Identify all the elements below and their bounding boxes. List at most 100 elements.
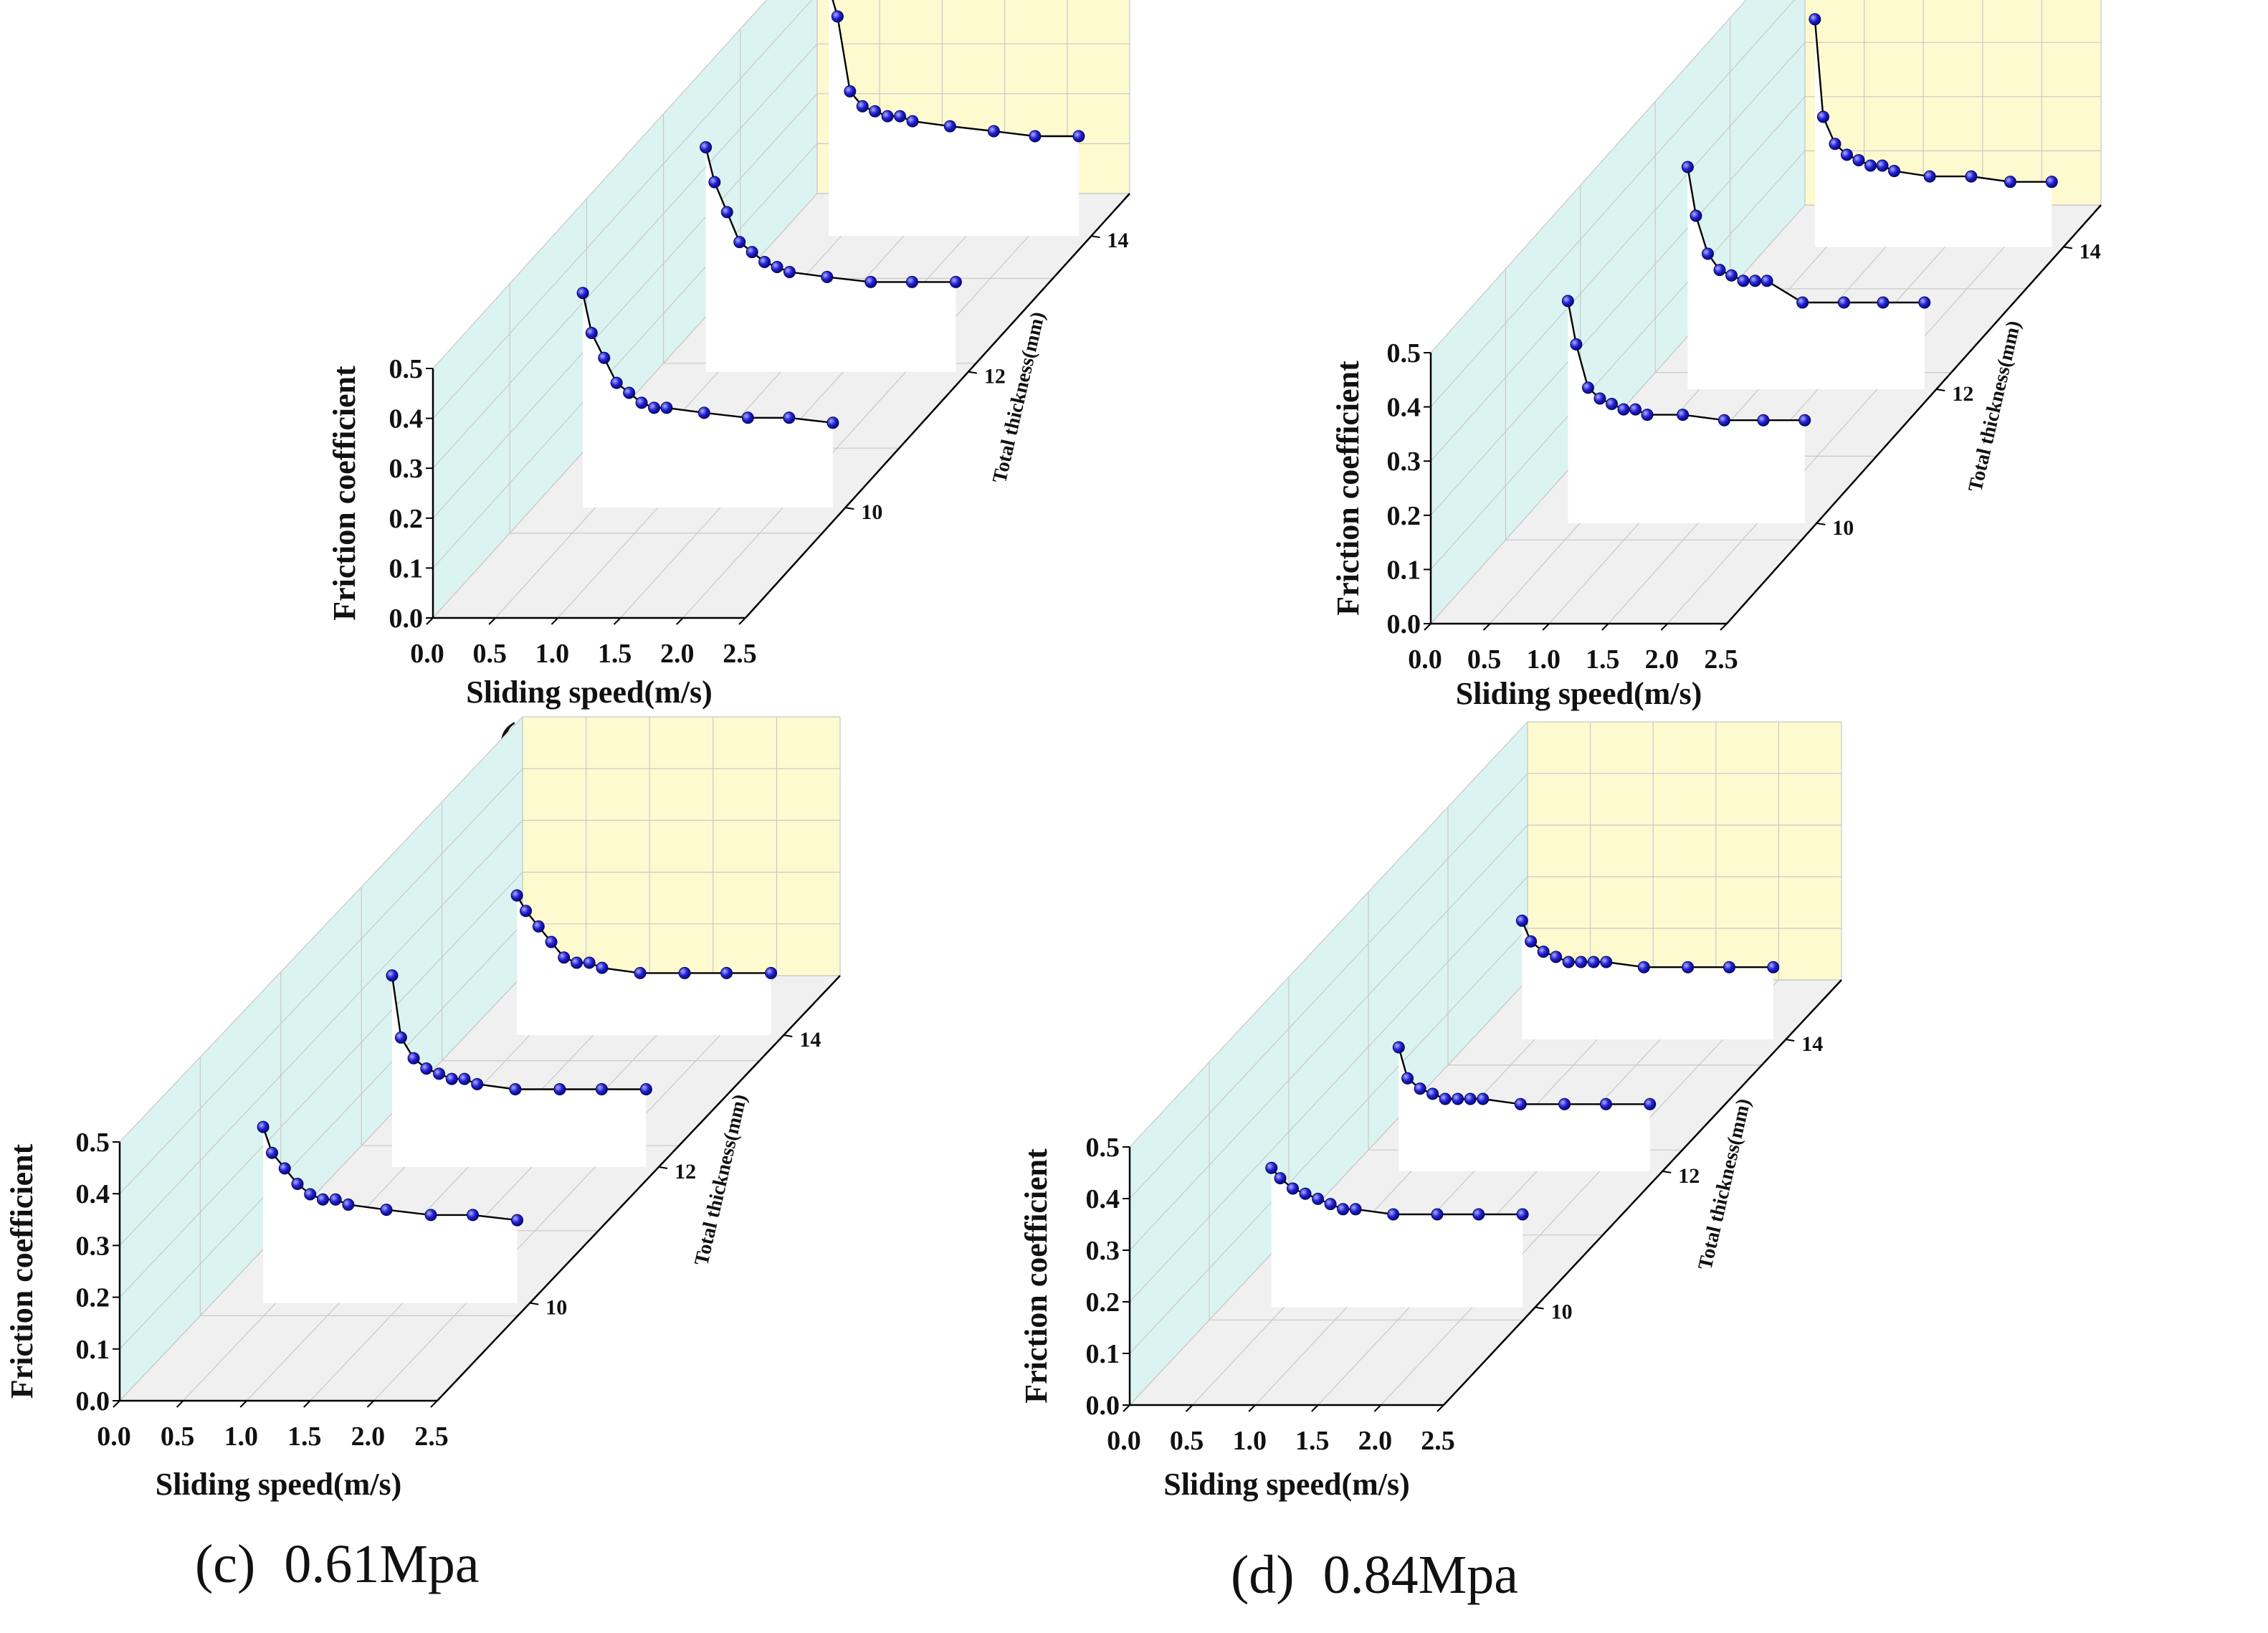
panel-caption: (c) 0.61Mpa [195, 1534, 480, 1594]
floor-grid-line [495, 193, 880, 619]
data-point [1464, 1092, 1477, 1105]
data-point [1690, 209, 1702, 222]
y-tick-label: 0.0 [1387, 609, 1421, 639]
x-tick-mark [1311, 1404, 1319, 1412]
data-point [1516, 1208, 1529, 1221]
z-axis-line [1443, 979, 1842, 1406]
floor-grid-line [1608, 204, 1983, 624]
data-point [1840, 148, 1853, 161]
z-tick-mark [845, 507, 854, 510]
floor-grid-line [246, 975, 650, 1401]
side-wall-grid-line [432, 0, 768, 369]
data-point [583, 956, 596, 969]
data-point [1717, 414, 1730, 427]
side-wall-grid-line [1129, 876, 1528, 1303]
data-point [634, 966, 647, 979]
data-point [1829, 138, 1841, 151]
x-tick-label: 0.0 [410, 639, 444, 669]
data-point [1593, 392, 1606, 405]
panel-caption-pressure: 0.84Mpa [1323, 1545, 1518, 1605]
z-tick-mark [1816, 522, 1826, 525]
data-point [745, 246, 758, 259]
data-point [733, 236, 746, 249]
data-point [1287, 1182, 1300, 1195]
series-curtain [1399, 1047, 1650, 1171]
data-point [864, 275, 877, 288]
y-tick-label: 0.0 [76, 1386, 110, 1417]
data-point [585, 326, 598, 339]
data-point [1725, 269, 1738, 282]
data-point [1349, 1203, 1362, 1216]
chart-panel-a: 0.0 0.5 1.0 1.5 2.0 2.5 0.0 0.1 0.2 0.3 0.4 0.5 10 12… [327, 0, 1130, 772]
x-tick-mark [176, 1400, 184, 1408]
data-point [639, 1083, 652, 1096]
data-point [1337, 1203, 1350, 1216]
data-point [1852, 153, 1865, 166]
data-point [1644, 1098, 1657, 1110]
data-point [595, 1083, 608, 1096]
data-point [943, 120, 956, 133]
data-point [1392, 1041, 1405, 1054]
z-tick-label: 12 [675, 1160, 696, 1184]
data-point [570, 956, 583, 969]
series-curtain [392, 975, 647, 1167]
data-point [510, 889, 523, 902]
z-tick-label: 12 [984, 365, 1006, 389]
y-tick-label: 0.3 [1086, 1236, 1120, 1266]
x-tick-mark [430, 1400, 438, 1408]
data-point [660, 401, 673, 414]
data-point [1477, 1092, 1490, 1105]
data-point [1562, 956, 1575, 968]
z-axis-line [437, 975, 841, 1401]
data-point [1888, 165, 1901, 178]
data-point [1558, 1098, 1571, 1110]
series-line [832, 0, 1079, 138]
y-tick-label: 0.3 [1387, 447, 1421, 477]
chart-panel-b: 0.0 0.5 1.0 1.5 2.0 2.5 0.0 0.1 0.2 0.3 0.4 0.5 10 12… [1330, 0, 2102, 776]
side-wall-grid-line [432, 143, 818, 568]
data-point [596, 961, 609, 974]
y-tick-label: 0.2 [389, 504, 424, 534]
data-point [1324, 1198, 1337, 1211]
side-wall-grid-line [119, 872, 523, 1298]
x-tick-mark [113, 1400, 120, 1408]
data-point [826, 416, 839, 429]
y-tick-label: 0.3 [389, 454, 424, 484]
side-wall-grid-line [1430, 151, 1806, 570]
data-point [553, 1083, 566, 1096]
data-point [1877, 296, 1890, 309]
data-point [1472, 1208, 1485, 1221]
data-point [1600, 956, 1613, 968]
data-point [1760, 275, 1773, 287]
y-tick-label: 0.1 [76, 1335, 110, 1365]
y-tick-label: 0.3 [76, 1231, 110, 1261]
y-axis-title: Friction coefficient [327, 366, 362, 621]
data-point [424, 1209, 437, 1222]
data-point [906, 115, 919, 128]
x-tick-label: 1.0 [224, 1422, 258, 1452]
back-wall [1528, 722, 1841, 980]
z-tick-label: 14 [799, 1028, 821, 1052]
side-wall-grid-line [1430, 0, 1796, 407]
data-point [1599, 1098, 1612, 1110]
z-tick-mark [783, 1034, 793, 1038]
z-axis-line [1726, 204, 2102, 624]
floor-grid-line [1548, 204, 1924, 624]
z-tick-label: 10 [545, 1296, 567, 1320]
data-point [1570, 338, 1583, 351]
data-point [278, 1162, 291, 1175]
x-tick-mark [239, 1400, 247, 1408]
data-point [623, 386, 636, 399]
side-wall-grid-line [432, 0, 813, 419]
data-point [1561, 295, 1574, 308]
panel-caption-letter: (c) [195, 1534, 255, 1594]
data-point [1816, 110, 1829, 123]
x-tick-label: 1.5 [287, 1422, 322, 1452]
z-tick-label: 14 [2079, 239, 2101, 263]
x-tick-mark [613, 617, 621, 625]
x-tick-label: 2.0 [660, 639, 695, 669]
x-tick-label: 1.0 [1526, 644, 1561, 675]
y-tick-label: 0.2 [1387, 501, 1421, 531]
data-point [1401, 1072, 1414, 1085]
back-wall [523, 717, 840, 976]
